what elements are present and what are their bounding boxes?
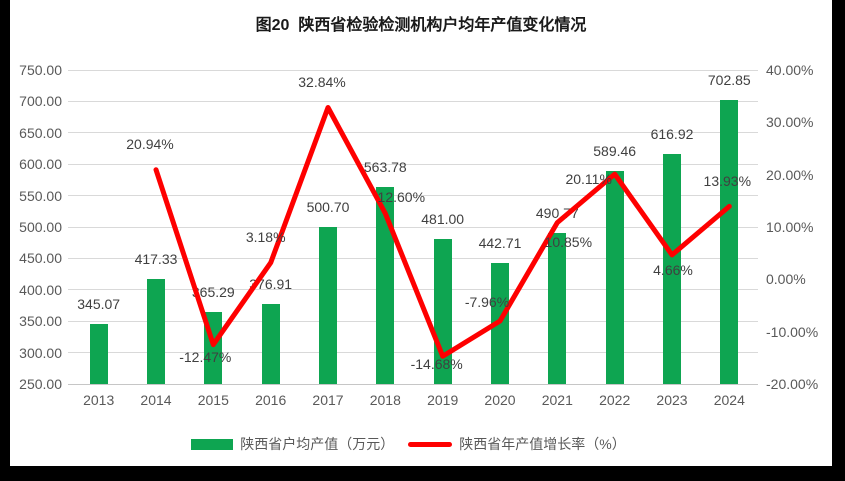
right-axis-tick: 20.00% — [766, 166, 814, 183]
frame-bottom-edge — [0, 466, 845, 481]
legend: 陕西省户均产值（万元） 陕西省年产值增长率（%） — [0, 433, 831, 455]
bar-value-label: 589.46 — [593, 142, 637, 159]
bar — [605, 170, 624, 384]
left-axis-tick: 350.00 — [19, 313, 62, 330]
bar — [720, 99, 739, 384]
bar-value-label: 417.33 — [134, 250, 178, 267]
bar — [491, 263, 509, 384]
bar-value-label: 616.92 — [650, 125, 694, 142]
bar — [261, 304, 280, 384]
bar — [89, 324, 108, 384]
bar — [548, 232, 567, 384]
x-axis-label: 2019 — [427, 392, 459, 408]
left-axis-tick: 400.00 — [19, 281, 62, 298]
line-value-label: -7.96% — [464, 294, 510, 310]
gridline — [68, 69, 758, 71]
line-value-label: 13.93% — [703, 173, 752, 190]
line-value-label: 3.18% — [245, 228, 286, 245]
legend-bar-swatch-icon — [191, 438, 234, 450]
x-axis-label: 2020 — [484, 392, 516, 408]
legend-line-label: 陕西省年产值增长率（%） — [459, 436, 626, 452]
bar-value-label: 702.85 — [707, 71, 751, 88]
gridline — [68, 320, 758, 322]
x-axis-label: 2021 — [541, 392, 573, 408]
left-axis-tick: 650.00 — [19, 124, 62, 141]
bar-value-label: 345.07 — [77, 296, 121, 313]
right-axis-tick: 0.00% — [766, 271, 806, 288]
x-axis-label: 2022 — [599, 392, 631, 408]
x-axis-label: 2018 — [369, 392, 401, 408]
chart-title: 图20 陕西省检验检测机构户均年产值变化情况 — [255, 17, 587, 34]
line-value-label: 12.60% — [377, 189, 426, 206]
x-axis-label: 2015 — [197, 392, 229, 408]
left-axis-tick: 700.00 — [19, 93, 62, 110]
x-axis-label: 2014 — [140, 392, 172, 408]
left-axis-tick: 600.00 — [19, 156, 62, 173]
line-value-label: 20.94% — [126, 135, 174, 152]
right-axis-tick: -10.00% — [766, 323, 819, 340]
left-axis-tick: 500.00 — [19, 219, 62, 235]
gridline — [68, 100, 758, 102]
right-axis-tick: 10.00% — [766, 219, 814, 235]
x-axis-label: 2024 — [713, 392, 745, 408]
frame-right-edge — [832, 0, 845, 481]
bar-value-label: 500.70 — [306, 198, 350, 215]
frame-left-edge — [0, 0, 10, 481]
bar-value-label: 563.78 — [363, 158, 407, 175]
bar — [376, 186, 395, 384]
right-axis-tick: -20.00% — [766, 376, 819, 392]
line-value-label: -14.68% — [410, 356, 463, 373]
x-axis-label: 2017 — [312, 392, 344, 408]
right-axis-tick: 40.00% — [766, 62, 814, 78]
bar — [319, 226, 337, 384]
line-value-label: 20.11% — [565, 171, 612, 188]
x-axis-label: 2016 — [255, 392, 287, 408]
bar-value-label: 376.91 — [249, 276, 293, 293]
left-axis-tick: 550.00 — [19, 187, 62, 204]
left-axis-tick: 300.00 — [19, 344, 62, 361]
x-axis-label: 2013 — [83, 392, 115, 408]
left-axis-tick: 750.00 — [19, 62, 62, 78]
right-axis-tick: 30.00% — [766, 114, 814, 131]
legend-bar-label: 陕西省户均产值（万元） — [240, 436, 395, 452]
gridline — [68, 383, 758, 385]
x-axis-label: 2023 — [656, 392, 688, 408]
left-axis-tick: 250.00 — [19, 376, 62, 392]
legend-line-swatch-icon — [408, 441, 453, 447]
bar-value-label: 490.77 — [535, 204, 579, 221]
line-value-label: 10.85% — [544, 233, 593, 250]
line-value-label: -12.47% — [179, 348, 232, 365]
left-axis-tick: 450.00 — [19, 250, 62, 267]
bar-value-label: 481.00 — [421, 210, 465, 227]
line-value-label: 32.84% — [298, 73, 346, 90]
bar — [147, 278, 165, 384]
line-value-label: 4.66% — [653, 261, 693, 278]
